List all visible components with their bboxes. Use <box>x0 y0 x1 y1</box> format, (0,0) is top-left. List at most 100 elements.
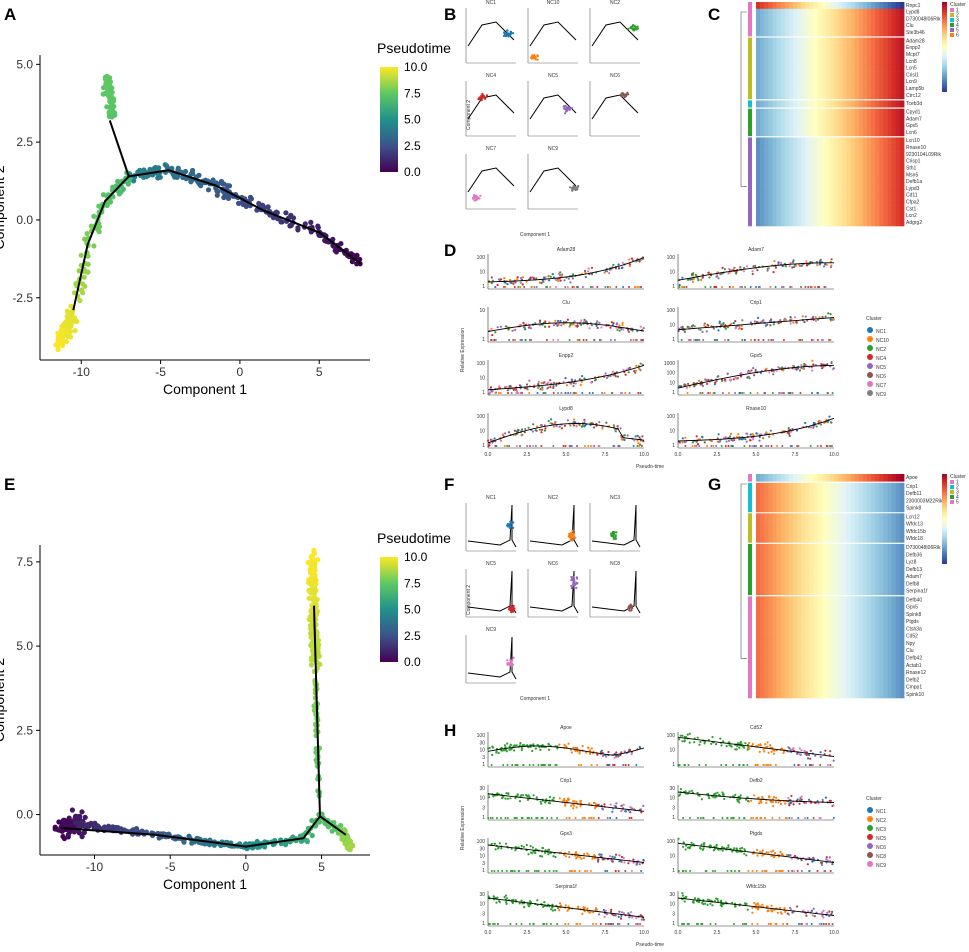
heatmap-cell <box>780 198 786 206</box>
heatmap-cell <box>813 78 819 86</box>
expr-point <box>744 286 747 288</box>
heatmap-cell <box>797 15 802 23</box>
heatmap-cell <box>834 164 839 172</box>
heatmap-cell <box>784 108 790 116</box>
heatmap-cell <box>846 108 851 116</box>
heatmap-cell <box>891 29 897 37</box>
expr-point <box>614 267 618 270</box>
expr-point <box>604 372 607 375</box>
heatmap-cell <box>784 596 790 604</box>
facet-title: NC3 <box>610 495 620 501</box>
facet-point <box>480 99 483 102</box>
heatmap-cell <box>846 129 851 137</box>
cell-point <box>205 187 212 193</box>
heatmap-cell <box>784 122 790 130</box>
heatmap-row: Defb13 <box>748 565 922 574</box>
heatmap-cell <box>809 676 814 684</box>
heatmap-cell <box>801 44 806 52</box>
heatmap-cell <box>788 513 794 521</box>
heatmap-cell <box>887 92 893 100</box>
expr-point <box>779 319 782 322</box>
heatmap-cell <box>793 205 798 213</box>
heatmap-cell <box>854 596 860 604</box>
heatmap-cell <box>858 71 864 79</box>
heatmap-cell <box>879 100 884 108</box>
cluster-bar-cell <box>748 129 752 137</box>
cell-point <box>78 252 84 258</box>
heatmap-cell <box>854 164 860 172</box>
heatmap-cell <box>846 587 851 596</box>
expr-point <box>503 386 507 389</box>
cell-point <box>83 269 89 275</box>
heatmap-cell <box>797 178 802 186</box>
heatmap-cell <box>801 639 806 648</box>
heatmap-cell <box>821 676 827 684</box>
expr-point <box>709 286 712 288</box>
heatmap-cell <box>793 64 798 72</box>
heatmap-cell <box>871 520 876 529</box>
heatmap-cell <box>764 212 769 220</box>
cell-point <box>110 96 116 102</box>
heatmap-cell <box>768 191 773 199</box>
gene-label: Lcn8 <box>906 59 917 65</box>
heatmap-cell <box>846 205 851 213</box>
heatmap-cell <box>879 219 884 227</box>
heatmap-cell <box>764 587 769 596</box>
heatmap-cell <box>891 8 897 16</box>
heatmap-cell <box>772 115 777 123</box>
heatmap-cell <box>756 137 761 145</box>
heatmap-cell <box>793 596 798 604</box>
facet-point <box>473 196 476 200</box>
heatmap-cell <box>784 164 790 172</box>
cell-point <box>57 332 64 338</box>
heatmap-cell <box>887 58 893 66</box>
facet-NC1: NC1 <box>465 495 517 552</box>
heatmap-cell <box>768 610 773 619</box>
expr-point <box>789 286 792 288</box>
heatmap-cell <box>760 58 765 66</box>
heatmap-cell <box>830 654 835 662</box>
heatmap-cell <box>899 587 905 596</box>
heatmap-cell <box>867 44 872 52</box>
heatmap-cell <box>850 92 856 100</box>
expr-point <box>809 286 812 288</box>
heatmap-cell <box>764 647 769 655</box>
expr-point <box>584 275 587 279</box>
heatmap-cell <box>784 513 790 521</box>
heatmap-cell <box>793 115 798 123</box>
heatmap-cell <box>813 520 819 529</box>
heatmap-cell <box>821 527 827 536</box>
heatmap-cell <box>871 676 876 684</box>
heatmap-cell <box>801 603 806 612</box>
heatmap-cell <box>862 587 868 596</box>
heatmap-cell <box>793 482 798 491</box>
trajectory-line <box>72 169 362 311</box>
heatmap-cell <box>825 497 831 505</box>
heatmap-cell <box>805 78 810 86</box>
heatmap-cell <box>821 625 827 633</box>
heatmap-cell <box>801 551 806 559</box>
heatmap-cell <box>760 625 765 633</box>
heatmap-cell <box>793 100 798 108</box>
heatmap-cell <box>780 535 786 543</box>
heatmap-cell <box>805 108 810 116</box>
heatmap-cell <box>846 22 851 30</box>
heatmap-cell <box>846 157 851 165</box>
heatmap-cell <box>850 157 856 165</box>
heatmap-cell <box>834 198 839 206</box>
heatmap-cell <box>805 683 810 692</box>
heatmap-cell <box>805 151 810 159</box>
heatmap-cell <box>838 198 843 206</box>
heatmap-cell <box>760 610 765 619</box>
heatmap-cell <box>825 108 831 116</box>
heatmap-cell <box>817 212 823 220</box>
heatmap-row: Cpyd1 <box>748 108 921 116</box>
heatmap-cell <box>788 558 794 566</box>
heatmap-cell <box>875 603 880 612</box>
heatmap-cell <box>842 37 847 45</box>
gene-label: Lcn10 <box>906 138 920 144</box>
heatmap-cell <box>846 603 851 612</box>
heatmap-cell <box>772 551 777 559</box>
heatmap-cell <box>756 587 761 596</box>
heatmap-cell <box>801 15 806 23</box>
